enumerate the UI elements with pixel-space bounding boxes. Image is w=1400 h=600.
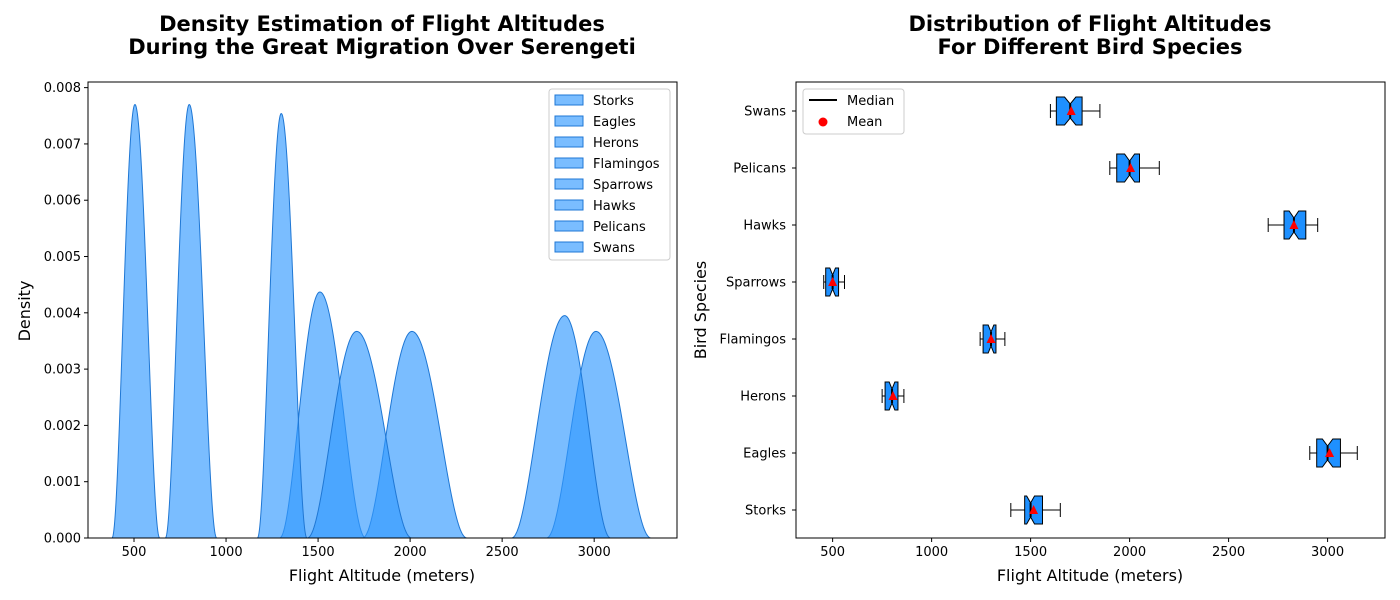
kde-xlabel: Flight Altitude (meters) [289, 566, 475, 585]
box-title-line2: For Different Bird Species [937, 35, 1242, 59]
box-ylabel: Bird Species [691, 261, 710, 360]
box-ytick-label: Storks [745, 504, 786, 519]
kde-area-swans [306, 330, 413, 539]
box-storks [1010, 495, 1061, 525]
kde-ytick-label: 0.001 [44, 475, 81, 490]
kde-legend-label: Storks [593, 94, 634, 109]
box-xtick-label: 2500 [1212, 545, 1245, 560]
legend-mean-dot [818, 117, 828, 127]
box-swans [1049, 96, 1101, 126]
box-herons [881, 381, 905, 411]
box-ytick-label: Pelicans [733, 162, 786, 177]
kde-xtick-label: 2000 [394, 545, 427, 560]
kde-legend-swatch [554, 94, 584, 106]
kde-xtick-label: 3000 [578, 545, 611, 560]
box-xtick-label: 1500 [1014, 545, 1047, 560]
kde-ytick-label: 0.008 [44, 81, 81, 96]
kde-legend-label: Hawks [593, 199, 636, 214]
box-ytick-label: Flamingos [719, 333, 786, 348]
kde-y-ticks: 0.000 0.001 0.002 0.003 0.004 0.005 0.006 0.007… [44, 81, 88, 547]
kde-ytick-label: 0.007 [44, 137, 81, 152]
box-xtick-label: 1000 [915, 545, 948, 560]
mean-marker [1066, 106, 1076, 115]
box-xlabel: Flight Altitude (meters) [997, 566, 1183, 585]
box-eagles [1309, 438, 1358, 468]
kde-title-line2: During the Great Migration Over Serenget… [128, 35, 636, 59]
box-pelicans [1109, 153, 1160, 183]
box-ytick-label: Swans [744, 105, 786, 120]
box-plot [823, 96, 1358, 525]
box-xtick-label: 3000 [1311, 545, 1344, 560]
kde-area-sparrows [110, 103, 162, 539]
kde-legend-swatch [554, 199, 584, 211]
box-ytick-label: Eagles [743, 447, 786, 462]
kde-legend-swatch [554, 220, 584, 232]
kde-ytick-label: 0.005 [44, 250, 81, 265]
kde-area-hawks [511, 315, 611, 539]
kde-ytick-label: 0.002 [44, 419, 81, 434]
box-legend: Median Mean [802, 88, 905, 135]
box-axes-frame [795, 81, 1386, 539]
kde-legend-swatch [554, 115, 584, 127]
kde-legend-swatch [554, 241, 584, 253]
box-hawks [1267, 210, 1319, 240]
kde-legend: Storks Eagles Herons Flamingos Sparrows Hawks… [548, 88, 671, 261]
kde-x-ticks: 500 1000 1500 2000 2500 3000 [122, 538, 611, 560]
mean-marker [1325, 448, 1335, 457]
kde-ytick-label: 0.006 [44, 194, 81, 209]
kde-xtick-label: 500 [122, 545, 147, 560]
legend-median-label: Median [847, 94, 894, 109]
kde-legend-swatch [554, 178, 584, 190]
kde-xtick-label: 1000 [210, 545, 243, 560]
box-x-ticks: 500 1000 1500 2000 2500 3000 [820, 538, 1344, 560]
box-ytick-label: Sparrows [726, 276, 786, 291]
mean-marker [888, 391, 898, 400]
legend-mean-label: Mean [847, 115, 882, 130]
kde-legend-label: Pelicans [593, 220, 646, 235]
kde-ylabel: Density [15, 281, 34, 342]
kde-legend-label: Eagles [593, 115, 636, 130]
kde-title-line1: Density Estimation of Flight Altitudes [159, 12, 605, 36]
mean-marker [1126, 163, 1136, 172]
kde-legend-label: Sparrows [593, 178, 653, 193]
box-xtick-label: 500 [820, 545, 845, 560]
kde-legend-box [548, 88, 671, 261]
kde-legend-label: Flamingos [593, 157, 660, 172]
box-flamingos [979, 324, 1006, 354]
kde-ytick-label: 0.003 [44, 363, 81, 378]
kde-ytick-label: 0.000 [44, 532, 81, 547]
kde-xtick-label: 2500 [486, 545, 519, 560]
mean-marker [1029, 505, 1039, 514]
kde-area-flamingos [255, 112, 308, 539]
box-sparrows [823, 267, 846, 297]
mean-marker [986, 334, 996, 343]
box-ytick-label: Hawks [743, 219, 786, 234]
kde-ytick-label: 0.004 [44, 306, 81, 321]
box-y-ticks: Storks Eagles Herons Flamingos Sparrows Hawks… [719, 105, 796, 519]
mean-marker [828, 277, 838, 286]
kde-legend-swatch [554, 136, 584, 148]
kde-legend-label: Herons [593, 136, 639, 151]
kde-legend-swatch [554, 157, 584, 169]
kde-area-herons [163, 103, 218, 539]
mean-marker [1289, 220, 1299, 229]
kde-axes-frame [87, 81, 678, 539]
box-title-line1: Distribution of Flight Altitudes [908, 12, 1271, 36]
kde-xtick-label: 1500 [302, 545, 335, 560]
kde-areas [110, 103, 652, 539]
kde-legend-label: Swans [593, 241, 635, 256]
box-ytick-label: Herons [740, 390, 786, 405]
box-xtick-label: 2000 [1113, 545, 1146, 560]
